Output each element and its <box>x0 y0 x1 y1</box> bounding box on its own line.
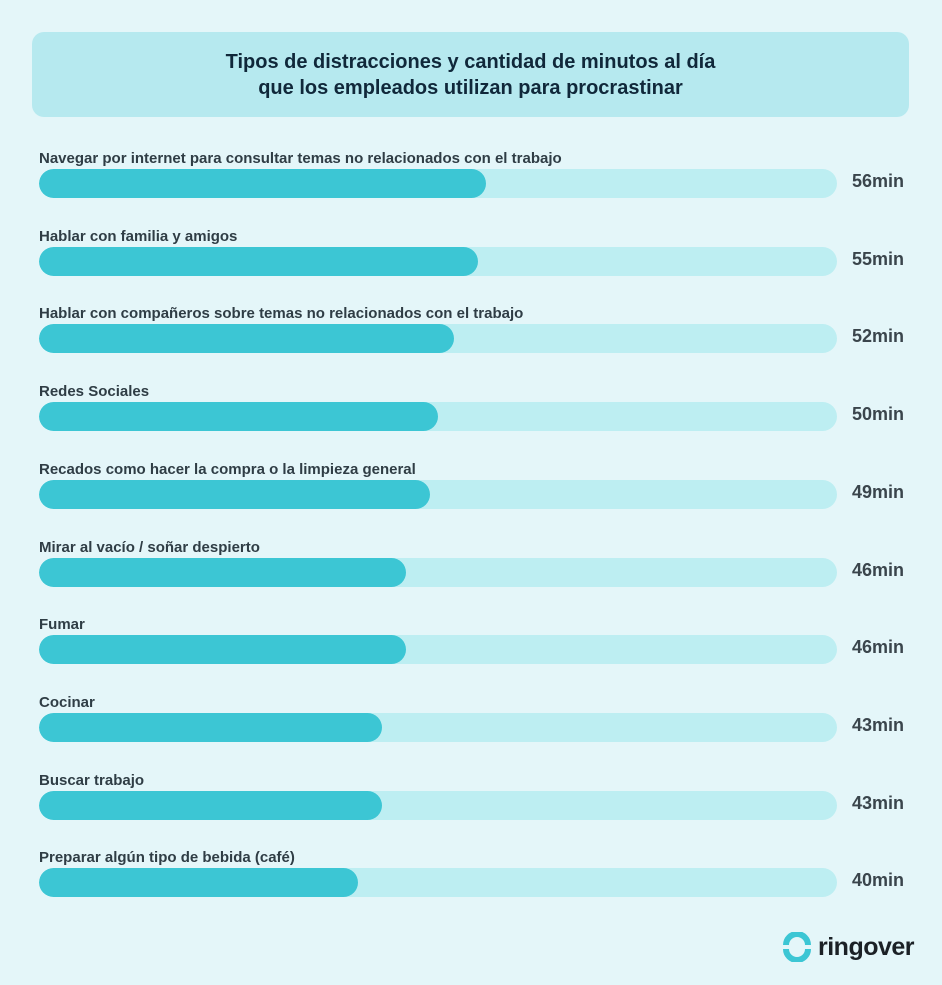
bar-value-label: 46min <box>852 559 905 580</box>
bar-track <box>39 479 837 509</box>
bar-value-label: 52min <box>852 326 905 347</box>
bar-row: Preparar algún tipo de bebida (café) 40mi… <box>39 849 919 909</box>
bar-row: Navegar por internet para consultar tema… <box>39 150 919 210</box>
bar-value-label: 55min <box>852 248 905 269</box>
bar-track <box>39 868 837 898</box>
bar-label: Navegar por internet para consultar tema… <box>39 150 562 167</box>
bar-track <box>39 790 837 820</box>
ringover-logo-text: ringover <box>818 932 915 961</box>
bar-track <box>39 557 837 587</box>
bar-label: Fumar <box>39 616 85 634</box>
bar-value-label: 50min <box>852 404 905 425</box>
bar <box>39 557 407 587</box>
bar <box>39 635 407 665</box>
bar <box>39 712 383 742</box>
bar <box>39 790 383 820</box>
bar-row: Recados como hacer la compra o la limpie… <box>39 461 919 521</box>
bar-row: Hablar con familia y amigos 55min <box>39 228 919 288</box>
bar-value-label: 43min <box>852 714 905 735</box>
bar-label: Hablar con compañeros sobre temas no rel… <box>39 305 524 323</box>
bar-track <box>39 402 837 432</box>
bar-label: Recados como hacer la compra o la limpie… <box>39 460 416 478</box>
bar-label: Preparar algún tipo de bebida (café) <box>39 849 295 867</box>
bar <box>39 402 438 432</box>
chart-title-line-1: Tipos de distracciones y cantidad de min… <box>225 50 716 73</box>
bar-track <box>39 246 837 276</box>
bar-value-label: 56min <box>852 171 905 191</box>
bar-value-label: 40min <box>852 870 905 891</box>
bar-track <box>39 324 837 354</box>
bar-label: Hablar con familia y amigos <box>39 227 238 245</box>
bar <box>39 324 454 354</box>
ringover-logo: ringover <box>782 932 915 962</box>
bar-row: Redes Sociales 50min <box>39 383 919 443</box>
bar-label: Buscar trabajo <box>39 771 145 789</box>
bar-track <box>39 712 837 742</box>
bar <box>39 246 478 276</box>
bar-track <box>39 635 837 665</box>
bar <box>39 169 486 198</box>
ringover-logo-icon <box>783 932 811 962</box>
bar-label: Mirar al vacío / soñar despierto <box>39 538 260 556</box>
bar-value-label: 46min <box>852 637 905 658</box>
bar-row: Cocinar 43min <box>39 694 919 754</box>
bar-row: Hablar con compañeros sobre temas no rel… <box>39 305 919 365</box>
bar <box>39 479 431 509</box>
bar-label: Cocinar <box>39 693 95 711</box>
chart-title-box: Tipos de distracciones y cantidad de min… <box>32 32 909 117</box>
bar-row: Fumar 46min <box>39 616 919 676</box>
chart-title-line-2: que los empleados utilizan para procrast… <box>258 76 683 99</box>
bar-track <box>39 169 837 198</box>
bar-value-label: 49min <box>852 481 905 502</box>
bar-value-label: 43min <box>852 792 905 813</box>
bar-row: Mirar al vacío / soñar despierto 46min <box>39 539 919 599</box>
bar-label: Redes Sociales <box>39 383 150 401</box>
bar <box>39 868 359 898</box>
bar-row: Buscar trabajo 43min <box>39 772 919 832</box>
